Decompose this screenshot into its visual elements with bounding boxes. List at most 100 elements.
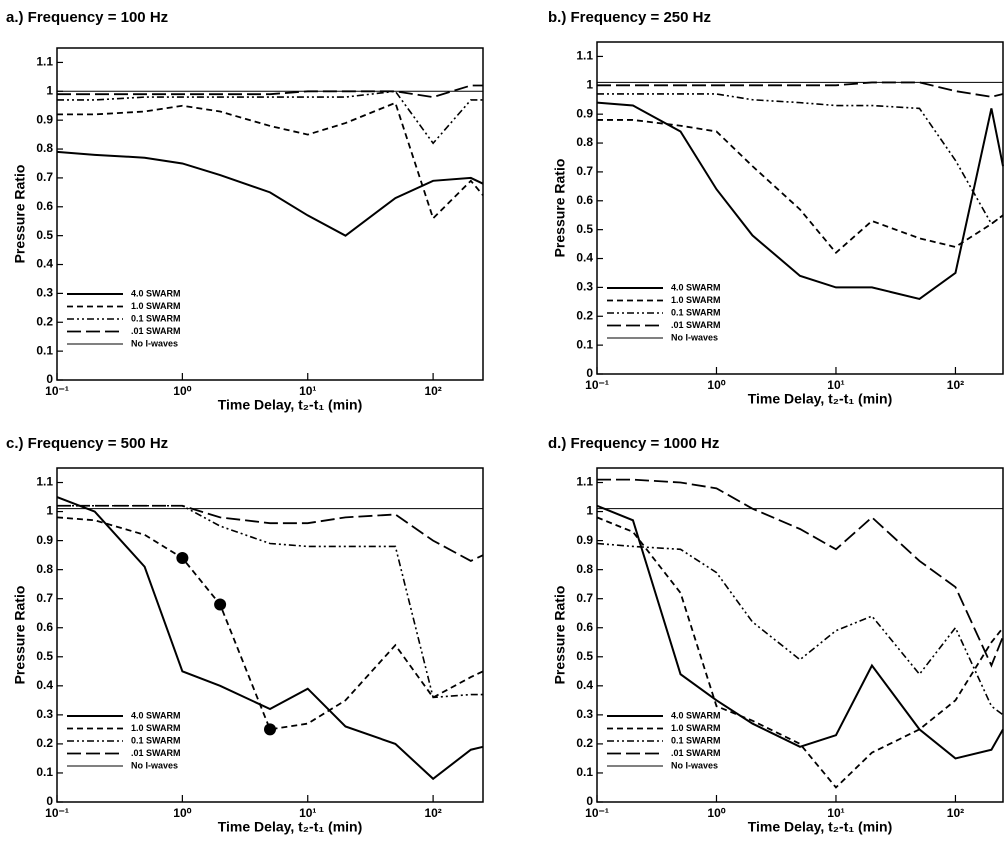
y-tick-label: 1.1 <box>576 475 593 489</box>
x-tick-label: 10¹ <box>299 806 316 820</box>
y-tick-label: 0.6 <box>576 620 593 634</box>
legend-label: 0.1 SWARM <box>131 735 181 745</box>
y-tick-label: 0.7 <box>36 170 53 184</box>
y-tick-label: 1.1 <box>36 55 53 69</box>
y-tick-label: 0.7 <box>576 591 593 605</box>
legend-label: 0.1 SWARM <box>671 735 721 745</box>
x-tick-label: 10⁻¹ <box>585 378 609 392</box>
x-tick-label: 10⁰ <box>707 378 725 392</box>
series-line <box>57 504 484 562</box>
y-tick-label: 1.1 <box>36 475 53 489</box>
y-tick-label: 0.4 <box>36 678 53 692</box>
series-line <box>57 90 483 145</box>
x-tick-label: 10⁻¹ <box>45 806 69 820</box>
y-tick-label: 0.9 <box>36 112 53 126</box>
marker <box>176 552 189 565</box>
y-tick-label: 0.3 <box>576 280 593 294</box>
y-axis-label: Pressure Ratio <box>12 165 28 264</box>
y-tick-label: 0.5 <box>576 649 593 663</box>
legend-label: No I-waves <box>671 332 718 342</box>
y-tick-label: 0.7 <box>36 591 53 605</box>
x-tick-label: 10⁻¹ <box>585 806 609 820</box>
y-tick-label: 0.5 <box>36 649 53 663</box>
y-tick-label: 0.6 <box>576 193 593 207</box>
y-tick-label: 0.1 <box>36 765 53 779</box>
y-tick-label: 0.6 <box>36 199 53 213</box>
plot-frame <box>596 467 1004 803</box>
legend-label: 4.0 SWARM <box>131 710 181 720</box>
y-tick-label: 0.8 <box>576 562 593 576</box>
y-tick-label: 1 <box>46 504 53 518</box>
series-line <box>56 516 484 731</box>
series-line <box>597 119 1004 255</box>
y-tick-label: 0.2 <box>36 314 53 328</box>
panel-title: d.) Frequency = 1000 Hz <box>548 435 719 452</box>
y-tick-label: 0.9 <box>576 106 593 120</box>
y-tick-label: 0.3 <box>36 286 53 300</box>
plot-frame <box>56 47 484 381</box>
legend-label: .01 SWARM <box>671 320 721 330</box>
y-tick-label: 0.5 <box>36 228 53 242</box>
y-tick-label: 0 <box>586 794 593 808</box>
x-tick-label: 10¹ <box>827 378 844 392</box>
y-axis-label: Pressure Ratio <box>552 586 568 685</box>
x-axis-label: Time Delay, t₂-t₁ (min) <box>218 397 363 413</box>
series-line <box>56 150 484 237</box>
y-tick-label: 0.9 <box>36 533 53 547</box>
y-tick-label: 0.9 <box>576 533 593 547</box>
y-tick-label: 0.4 <box>576 678 593 692</box>
y-tick-label: 0.1 <box>576 337 593 351</box>
x-tick-label: 10² <box>947 378 964 392</box>
y-tick-label: 0.7 <box>576 164 593 178</box>
y-axis-label: Pressure Ratio <box>12 586 28 685</box>
y-tick-label: 0.4 <box>576 251 593 265</box>
y-tick-label: 0.3 <box>36 707 53 721</box>
series-line <box>597 478 1004 668</box>
x-tick-label: 10⁰ <box>173 384 191 398</box>
y-tick-label: 1 <box>46 83 53 97</box>
y-tick-label: 0.2 <box>576 736 593 750</box>
x-tick-label: 10⁰ <box>707 806 725 820</box>
legend-label: .01 SWARM <box>131 748 181 758</box>
y-tick-label: 0.8 <box>36 141 53 155</box>
y-tick-label: 0.2 <box>576 308 593 322</box>
legend-label: 0.1 SWARM <box>131 313 181 323</box>
y-tick-label: 0 <box>586 366 593 380</box>
legend-label: .01 SWARM <box>131 326 181 336</box>
y-tick-label: 0.8 <box>576 135 593 149</box>
x-axis-label: Time Delay, t₂-t₁ (min) <box>748 391 893 407</box>
legend-label: 4.0 SWARM <box>671 282 721 292</box>
y-tick-label: 0 <box>46 372 53 386</box>
x-tick-label: 10¹ <box>827 806 844 820</box>
y-tick-label: 0.6 <box>36 620 53 634</box>
x-tick-label: 10² <box>424 384 441 398</box>
series-line <box>596 101 1004 301</box>
y-tick-label: 0.3 <box>576 707 593 721</box>
x-axis-label: Time Delay, t₂-t₁ (min) <box>748 819 893 835</box>
series-line <box>596 516 1004 789</box>
y-tick-label: 0 <box>46 794 53 808</box>
legend-label: 1.0 SWARM <box>131 301 181 311</box>
y-tick-label: 0.4 <box>36 257 53 271</box>
y-tick-label: 0.2 <box>36 736 53 750</box>
legend-label: No I-waves <box>131 760 178 770</box>
x-tick-label: 10⁻¹ <box>45 384 69 398</box>
legend-label: 1.0 SWARM <box>671 723 721 733</box>
y-tick-label: 1 <box>586 504 593 518</box>
legend-label: 1.0 SWARM <box>131 723 181 733</box>
series-line <box>597 93 1004 226</box>
panel-title: b.) Frequency = 250 Hz <box>548 9 711 26</box>
legend-label: No I-waves <box>671 760 718 770</box>
legend-label: 4.0 SWARM <box>671 710 721 720</box>
panel-title: c.) Frequency = 500 Hz <box>6 435 168 452</box>
series-line <box>596 504 1004 760</box>
x-tick-label: 10⁰ <box>173 806 191 820</box>
plot-frame <box>596 41 1004 375</box>
y-tick-label: 0.8 <box>36 562 53 576</box>
y-tick-label: 0.5 <box>576 222 593 236</box>
x-axis-label: Time Delay, t₂-t₁ (min) <box>218 819 363 835</box>
series-line <box>596 542 1004 716</box>
marker <box>214 598 227 611</box>
x-tick-label: 10² <box>424 806 441 820</box>
